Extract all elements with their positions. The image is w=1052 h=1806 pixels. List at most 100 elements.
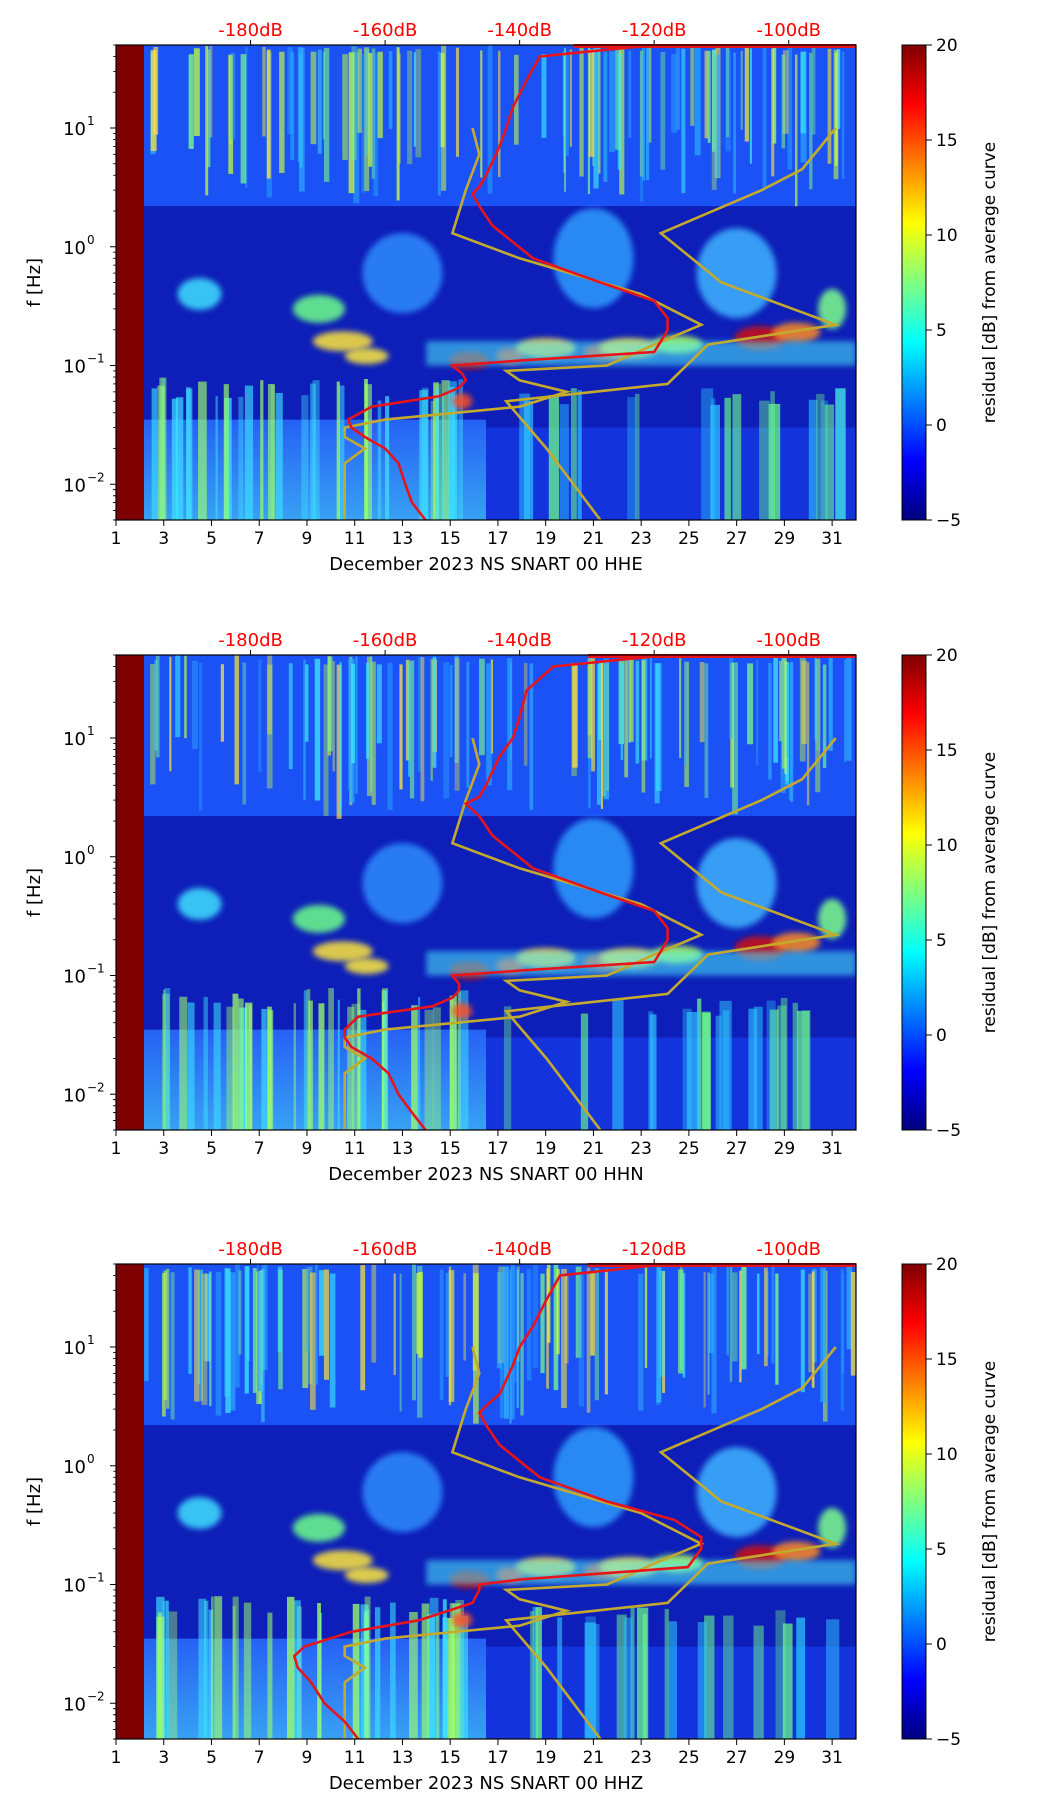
hf-streak bbox=[201, 1273, 208, 1405]
hf-streak bbox=[365, 662, 370, 759]
lf-streak bbox=[627, 397, 637, 520]
microseism-blob bbox=[177, 888, 222, 921]
hf-streak bbox=[598, 661, 602, 740]
hf-streak bbox=[523, 662, 528, 766]
hf-streak bbox=[327, 656, 333, 752]
lf-streak bbox=[702, 1012, 711, 1130]
hf-streak bbox=[594, 1268, 600, 1401]
hf-streak bbox=[690, 46, 695, 126]
lf-streak bbox=[748, 1008, 758, 1130]
hf-streak bbox=[649, 655, 652, 759]
microseism-blob bbox=[292, 904, 345, 933]
x-tick-label: 13 bbox=[392, 529, 414, 549]
hf-streak bbox=[348, 52, 355, 194]
lf-streak bbox=[244, 385, 254, 520]
lf-streak bbox=[449, 995, 457, 1130]
y-tick-exponent: −2 bbox=[87, 470, 105, 484]
lf-streak bbox=[168, 1611, 178, 1739]
x-tick-label: 5 bbox=[206, 529, 217, 549]
x-tick-label: 19 bbox=[535, 1748, 557, 1768]
microseism-blob bbox=[553, 818, 634, 919]
y-tick-exponent: −1 bbox=[87, 352, 105, 366]
hf-streak bbox=[617, 54, 622, 170]
lf-streak bbox=[770, 391, 775, 520]
hf-streak bbox=[794, 54, 798, 207]
lf-streak bbox=[374, 1607, 381, 1739]
hf-streak bbox=[399, 1273, 402, 1412]
hf-streak bbox=[365, 49, 370, 157]
lf-streak bbox=[162, 1601, 169, 1739]
hf-streak bbox=[575, 1266, 582, 1358]
lf-streak bbox=[775, 1610, 786, 1739]
hf-streak bbox=[417, 656, 422, 772]
microseism-blob bbox=[553, 208, 634, 309]
lf-streak bbox=[364, 384, 372, 520]
colorbar-tick-label: 15 bbox=[936, 741, 958, 761]
lf-streak bbox=[364, 1596, 371, 1739]
hf-streak bbox=[443, 662, 450, 799]
hf-streak bbox=[510, 1265, 515, 1420]
lf-streak bbox=[648, 1011, 654, 1130]
psd-curve bbox=[343, 653, 669, 1131]
top-tick-label: -100dB bbox=[756, 20, 821, 41]
lf-streak bbox=[430, 400, 435, 520]
lf-streak bbox=[796, 1617, 806, 1739]
hf-streak bbox=[498, 50, 501, 178]
hf-streak bbox=[169, 656, 172, 772]
hf-streak bbox=[624, 659, 629, 778]
hf-streak bbox=[836, 49, 841, 129]
x-tick-label: 23 bbox=[630, 1139, 652, 1159]
hf-streak bbox=[454, 657, 460, 791]
hf-streak bbox=[420, 657, 425, 802]
hf-streak bbox=[162, 1272, 166, 1417]
hf-streak bbox=[800, 1269, 805, 1393]
lf-streak bbox=[792, 1002, 798, 1130]
hf-streak bbox=[144, 1268, 149, 1382]
x-tick-label: 15 bbox=[439, 529, 461, 549]
hf-streak bbox=[242, 662, 247, 805]
hf-streak bbox=[193, 48, 200, 137]
lf-streak bbox=[232, 1605, 236, 1739]
hf-streak bbox=[351, 46, 357, 160]
lf-streak bbox=[364, 379, 368, 520]
y-tick-exponent: 1 bbox=[87, 114, 95, 128]
colorbar-tick-label: 20 bbox=[936, 1255, 958, 1275]
y-tick-label: 10 bbox=[63, 1338, 86, 1359]
hf-streak bbox=[784, 660, 787, 774]
hf-streak bbox=[725, 50, 731, 152]
microseism-blob bbox=[312, 1550, 373, 1571]
hf-streak bbox=[682, 1272, 686, 1378]
hf-streak bbox=[314, 658, 321, 801]
lf-streak bbox=[777, 1005, 787, 1130]
top-tick-label: -180dB bbox=[218, 1239, 283, 1260]
hf-streak bbox=[355, 656, 358, 794]
microseism-blob bbox=[553, 1427, 634, 1528]
lf-streak bbox=[418, 997, 421, 1130]
model-curve-high bbox=[503, 737, 841, 1131]
hf-streak bbox=[529, 663, 534, 810]
hf-streak bbox=[357, 48, 362, 133]
lf-band-right bbox=[486, 1037, 856, 1130]
lf-streak bbox=[808, 399, 818, 520]
lf-streak bbox=[267, 1612, 273, 1739]
hf-streak bbox=[739, 1270, 742, 1383]
hf-streak bbox=[299, 47, 305, 192]
colorbar-label: residual [dB] from average curve bbox=[980, 752, 1000, 1033]
hf-streak bbox=[603, 51, 608, 182]
lf-streak bbox=[232, 993, 239, 1130]
hf-streak bbox=[620, 663, 624, 760]
hf-streak bbox=[712, 49, 716, 152]
hf-streak bbox=[541, 54, 547, 138]
lf-streak bbox=[419, 390, 428, 520]
lf-streak bbox=[824, 404, 835, 520]
lf-streak bbox=[358, 1009, 367, 1130]
hf-streak bbox=[553, 1264, 559, 1391]
y-tick-exponent: 0 bbox=[87, 843, 95, 857]
spectrogram-image bbox=[116, 655, 856, 1130]
hf-streak bbox=[732, 662, 738, 815]
hf-streak bbox=[678, 1269, 684, 1374]
lf-streak bbox=[286, 1596, 295, 1739]
hf-streak bbox=[684, 661, 689, 787]
